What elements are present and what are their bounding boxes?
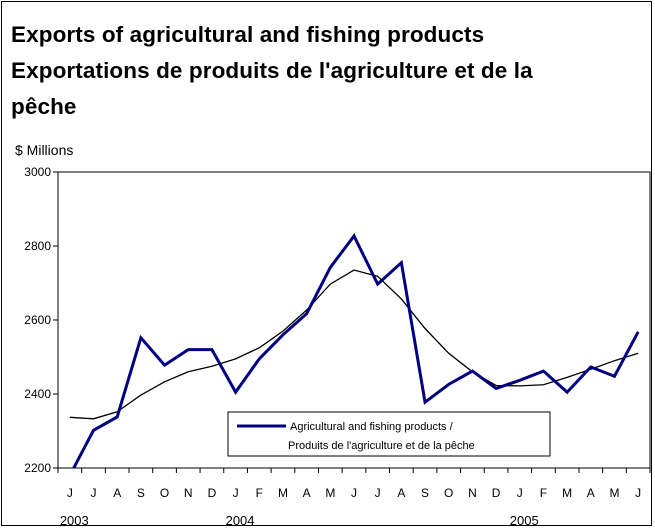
x-tick-label: J	[375, 486, 381, 500]
chart-title-line-3: pêche	[11, 94, 77, 119]
x-year-label: 2004	[226, 513, 255, 528]
x-tick-label: S	[421, 486, 429, 500]
legend-label: Produits de l'agriculture et de la pêche	[288, 440, 475, 452]
y-axis: 2200 2400 2600 2800 3000	[24, 165, 58, 475]
y-tick-label: 2200	[24, 461, 51, 475]
y-tick-label: 2800	[24, 239, 51, 253]
x-tick-label: A	[587, 486, 595, 500]
y-tick-label: 3000	[24, 165, 51, 179]
x-tick-label: A	[397, 486, 405, 500]
chart-title-line-2: Exportations de produits de l'agricultur…	[11, 58, 533, 83]
x-year-label: 2005	[510, 513, 539, 528]
x-tick-label: J	[635, 486, 641, 500]
series-line-agricultural-fishing	[72, 233, 640, 468]
x-tick-label: J	[67, 486, 73, 500]
x-tick-label: F	[540, 486, 547, 500]
legend: Agricultural and fishing products / Produ…	[227, 411, 551, 457]
x-tick-label: D	[208, 486, 217, 500]
x-tick-label: J	[91, 486, 97, 500]
x-year-label: 2003	[60, 513, 89, 528]
x-tick-label: M	[278, 486, 288, 500]
x-tick-label: J	[351, 486, 357, 500]
x-tick-label: M	[562, 486, 572, 500]
x-tick-label: S	[137, 486, 145, 500]
series-clip-group	[69, 233, 640, 468]
x-tick-label: M	[609, 486, 619, 500]
y-tick-label: 2600	[24, 313, 51, 327]
x-tick-label: M	[325, 486, 335, 500]
legend-label: Agricultural and fishing products /	[290, 421, 454, 433]
x-tick-label: N	[184, 486, 193, 500]
chart-title-line-1: Exports of agricultural and fishing prod…	[11, 22, 485, 47]
legend-box	[227, 411, 551, 457]
x-tick-label: N	[468, 486, 477, 500]
y-axis-unit-label: $ Millions	[15, 142, 74, 158]
x-tick-label: O	[160, 486, 169, 500]
x-tick-label: O	[444, 486, 453, 500]
x-tick-label: A	[303, 486, 311, 500]
y-tick-label: 2400	[24, 387, 51, 401]
x-tick-label: A	[113, 486, 121, 500]
x-tick-label: J	[233, 486, 239, 500]
x-tick-label: F	[256, 486, 263, 500]
x-tick-label: J	[517, 486, 523, 500]
series-layer	[69, 233, 640, 468]
x-tick-label: D	[492, 486, 501, 500]
series-line-trend	[69, 269, 639, 420]
